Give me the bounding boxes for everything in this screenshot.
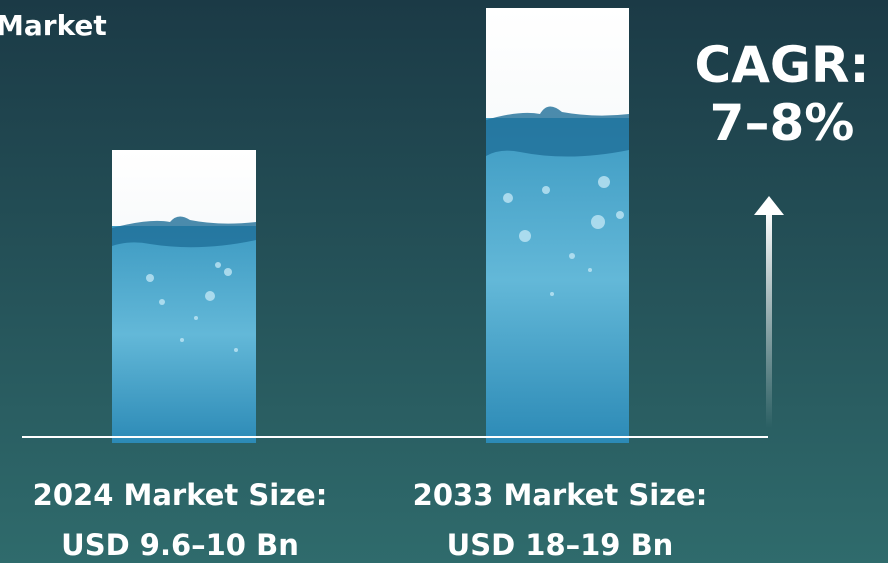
bar-value: USD 9.6–10 Bn	[61, 528, 299, 562]
water-glass	[112, 150, 256, 443]
title: Market	[0, 9, 107, 42]
cagr-label: CAGR:	[695, 36, 870, 94]
bar-label: 2033 Market Size:	[413, 478, 708, 512]
growth-arrow	[754, 196, 784, 428]
water-glass	[486, 8, 629, 443]
bar-value: USD 18–19 Bn	[447, 528, 674, 562]
bar-label: 2024 Market Size:	[33, 478, 328, 512]
cagr-value: 7–8%	[710, 94, 855, 152]
